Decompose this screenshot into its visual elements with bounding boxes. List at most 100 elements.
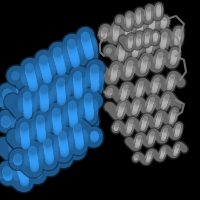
Polygon shape bbox=[169, 52, 181, 55]
Polygon shape bbox=[69, 130, 87, 133]
Polygon shape bbox=[122, 44, 131, 52]
Polygon shape bbox=[62, 46, 82, 51]
Polygon shape bbox=[159, 152, 167, 155]
Polygon shape bbox=[43, 163, 59, 166]
Polygon shape bbox=[40, 143, 55, 144]
Polygon shape bbox=[171, 39, 178, 47]
Polygon shape bbox=[140, 16, 145, 24]
Polygon shape bbox=[67, 123, 85, 128]
Polygon shape bbox=[134, 90, 145, 93]
Polygon shape bbox=[162, 83, 169, 90]
Polygon shape bbox=[157, 103, 164, 110]
Polygon shape bbox=[165, 31, 166, 37]
Polygon shape bbox=[135, 42, 139, 48]
Polygon shape bbox=[42, 66, 54, 72]
Polygon shape bbox=[40, 80, 55, 96]
Polygon shape bbox=[81, 111, 92, 123]
Polygon shape bbox=[63, 149, 64, 160]
Polygon shape bbox=[20, 71, 40, 77]
Polygon shape bbox=[55, 136, 70, 137]
Polygon shape bbox=[71, 95, 81, 109]
Polygon shape bbox=[45, 89, 50, 103]
Polygon shape bbox=[173, 131, 182, 133]
Polygon shape bbox=[52, 85, 53, 98]
Polygon shape bbox=[33, 96, 46, 101]
Polygon shape bbox=[67, 61, 88, 69]
Polygon shape bbox=[17, 136, 33, 152]
Polygon shape bbox=[127, 45, 133, 48]
Polygon shape bbox=[133, 143, 142, 146]
Polygon shape bbox=[159, 102, 170, 106]
Polygon shape bbox=[65, 89, 87, 97]
Polygon shape bbox=[141, 157, 147, 163]
Polygon shape bbox=[59, 86, 76, 102]
Polygon shape bbox=[166, 127, 171, 133]
Polygon shape bbox=[64, 90, 80, 106]
Polygon shape bbox=[136, 83, 146, 87]
Polygon shape bbox=[133, 92, 138, 99]
Polygon shape bbox=[25, 80, 36, 94]
Polygon shape bbox=[12, 163, 28, 164]
Polygon shape bbox=[53, 72, 69, 88]
Polygon shape bbox=[26, 155, 41, 156]
Polygon shape bbox=[173, 147, 181, 149]
Polygon shape bbox=[136, 84, 146, 87]
Polygon shape bbox=[169, 151, 174, 156]
Polygon shape bbox=[44, 58, 60, 73]
Polygon shape bbox=[20, 112, 36, 113]
Polygon shape bbox=[45, 92, 61, 108]
Polygon shape bbox=[116, 66, 126, 75]
Polygon shape bbox=[144, 48, 154, 52]
Polygon shape bbox=[49, 128, 66, 129]
Polygon shape bbox=[139, 44, 149, 53]
Polygon shape bbox=[117, 122, 121, 128]
Polygon shape bbox=[58, 134, 72, 149]
Polygon shape bbox=[132, 120, 139, 126]
Polygon shape bbox=[90, 65, 100, 71]
Polygon shape bbox=[154, 7, 163, 8]
Polygon shape bbox=[141, 68, 142, 75]
Polygon shape bbox=[116, 63, 118, 71]
Polygon shape bbox=[15, 126, 28, 141]
Polygon shape bbox=[23, 120, 31, 132]
Polygon shape bbox=[144, 55, 148, 62]
Polygon shape bbox=[160, 135, 169, 137]
Polygon shape bbox=[70, 139, 88, 142]
Polygon shape bbox=[163, 147, 167, 151]
Polygon shape bbox=[58, 108, 60, 121]
Polygon shape bbox=[129, 14, 136, 20]
Polygon shape bbox=[179, 143, 181, 148]
Polygon shape bbox=[22, 67, 36, 69]
Polygon shape bbox=[21, 141, 38, 157]
Polygon shape bbox=[25, 162, 43, 165]
Polygon shape bbox=[169, 52, 181, 55]
Polygon shape bbox=[40, 78, 55, 79]
Polygon shape bbox=[148, 36, 156, 41]
Polygon shape bbox=[124, 71, 128, 79]
Polygon shape bbox=[172, 132, 176, 139]
Polygon shape bbox=[30, 171, 46, 174]
Polygon shape bbox=[121, 21, 129, 27]
Polygon shape bbox=[7, 168, 23, 183]
Polygon shape bbox=[161, 105, 165, 110]
Polygon shape bbox=[165, 81, 177, 83]
Polygon shape bbox=[167, 149, 173, 155]
Polygon shape bbox=[81, 97, 95, 99]
Polygon shape bbox=[42, 55, 55, 69]
Polygon shape bbox=[133, 122, 141, 128]
Polygon shape bbox=[27, 88, 48, 95]
Polygon shape bbox=[166, 127, 171, 133]
Polygon shape bbox=[54, 151, 73, 157]
Polygon shape bbox=[116, 113, 122, 118]
Polygon shape bbox=[141, 80, 147, 87]
Polygon shape bbox=[69, 88, 87, 90]
Polygon shape bbox=[51, 143, 71, 150]
Polygon shape bbox=[152, 39, 158, 42]
Polygon shape bbox=[140, 126, 142, 132]
Polygon shape bbox=[58, 147, 66, 160]
Polygon shape bbox=[123, 33, 132, 36]
Polygon shape bbox=[138, 33, 141, 38]
Polygon shape bbox=[42, 104, 44, 115]
Polygon shape bbox=[71, 73, 78, 87]
Polygon shape bbox=[52, 84, 69, 85]
